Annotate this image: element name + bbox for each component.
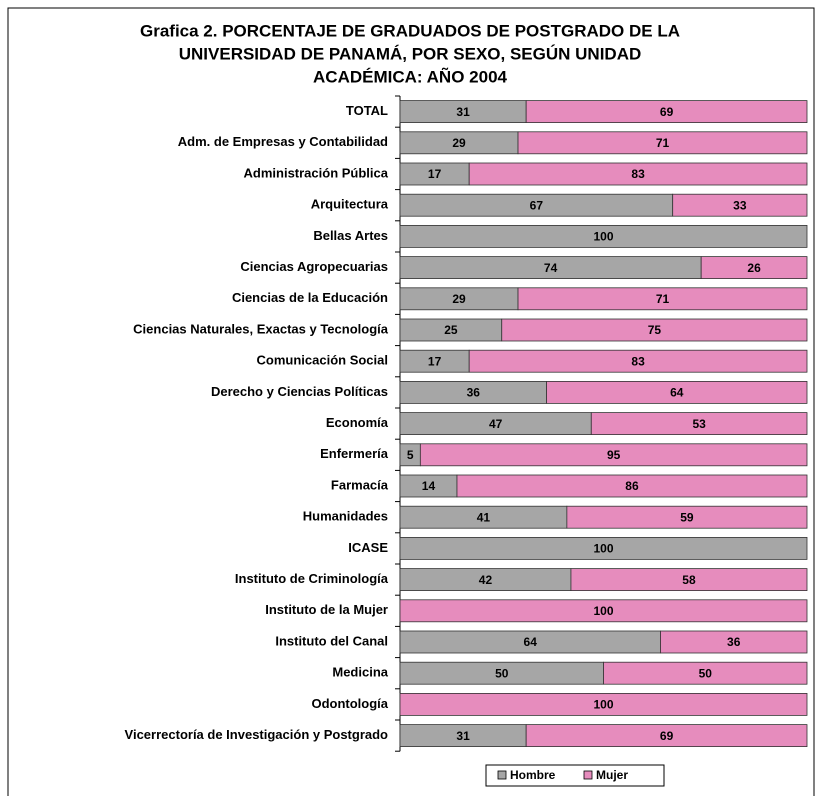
chart-title: UNIVERSIDAD DE PANAMÁ, POR SEXO, SEGÚN U… [179, 44, 642, 63]
y-tick-label: Ciencias de la Educación [232, 290, 388, 305]
data-label: 33 [733, 198, 747, 212]
y-tick-label: Farmacía [331, 477, 389, 492]
bar-segment [399, 537, 808, 560]
y-tick-label: Vicerrectoría de Investigación y Postgra… [125, 727, 389, 742]
data-label: 67 [530, 198, 544, 212]
legend-box [485, 764, 665, 787]
bar-segment [525, 100, 808, 123]
data-label: 36 [727, 635, 741, 649]
data-label: 100 [593, 604, 613, 618]
data-label: 59 [680, 510, 694, 524]
chart-title: Grafica 2. PORCENTAJE DE GRADUADOS DE PO… [140, 21, 680, 40]
data-label: 42 [479, 573, 493, 587]
y-tick-label: TOTAL [346, 103, 388, 118]
bar-segment [399, 224, 808, 248]
bar-segment [570, 568, 808, 591]
data-label: 29 [452, 136, 466, 150]
bar-segment [700, 256, 808, 280]
data-label: 29 [452, 292, 466, 306]
data-label: 71 [656, 292, 670, 306]
data-label: 14 [422, 479, 436, 493]
data-label: 100 [593, 542, 613, 556]
bar-segment [456, 474, 808, 498]
y-tick-label: Humanidades [303, 509, 388, 524]
data-label: 31 [456, 105, 470, 119]
data-label: 71 [656, 136, 670, 150]
y-tick-label: Administración Pública [244, 165, 389, 180]
bar-segment [399, 599, 808, 623]
y-tick-label: Derecho y Ciencias Políticas [211, 384, 388, 399]
data-label: 36 [467, 386, 481, 400]
data-label: 50 [495, 666, 509, 680]
bar-segment [399, 693, 808, 716]
data-label: 83 [631, 354, 645, 368]
y-tick-label: Ciencias Naturales, Exactas y Tecnología [133, 321, 389, 336]
data-label: 50 [699, 666, 713, 680]
y-tick-label: Enfermería [320, 446, 389, 461]
data-label: 83 [631, 167, 645, 181]
y-tick-label: Bellas Artes [313, 228, 388, 243]
data-label: 100 [593, 230, 613, 244]
bar-segment [525, 724, 808, 747]
bar-segment [660, 630, 808, 654]
data-label: 69 [660, 729, 674, 743]
bar-segment [566, 505, 808, 529]
data-label: 47 [489, 417, 503, 431]
bar-segment [517, 131, 808, 155]
data-label: 17 [428, 167, 442, 181]
data-label: 95 [607, 448, 621, 462]
bar-segment [546, 380, 808, 404]
y-tick-label: Odontología [311, 696, 388, 711]
chart-title: ACADÉMICA: AÑO 2004 [313, 66, 508, 86]
bar-segment [603, 661, 808, 685]
y-tick-label: Instituto del Canal [275, 633, 388, 648]
data-label: 53 [692, 417, 706, 431]
data-label: 26 [747, 261, 761, 275]
data-label: 31 [456, 729, 470, 743]
data-label: 74 [544, 261, 558, 275]
bar-segment [672, 193, 808, 217]
data-label: 64 [524, 635, 538, 649]
data-label: 69 [660, 105, 674, 119]
y-tick-label: Comunicación Social [257, 353, 388, 368]
data-label: 17 [428, 354, 442, 368]
bar-segment [590, 412, 808, 436]
bar-segment [501, 318, 808, 342]
y-tick-label: Ciencias Agropecuarias [240, 259, 388, 274]
data-label: 64 [670, 386, 684, 400]
bar-segment [419, 443, 808, 467]
y-tick-label: Economía [326, 415, 389, 430]
data-label: 86 [625, 479, 639, 493]
y-tick-label: Instituto de la Mujer [265, 602, 388, 617]
bar-segment [468, 349, 808, 373]
legend-label: Hombre [510, 768, 556, 782]
bar-segment [517, 287, 808, 311]
y-tick-label: Arquitectura [311, 197, 389, 212]
y-tick-label: Instituto de Criminología [235, 571, 389, 586]
data-label: 58 [682, 573, 696, 587]
y-tick-label: Adm. de Empresas y Contabilidad [178, 134, 388, 149]
legend-label: Mujer [596, 768, 628, 782]
data-label: 41 [477, 510, 491, 524]
data-label: 25 [444, 323, 458, 337]
y-tick-label: Medicina [332, 665, 388, 680]
data-label: 100 [593, 698, 613, 712]
bar-segment [468, 162, 808, 186]
y-tick-label: ICASE [348, 540, 388, 555]
data-label: 75 [648, 323, 662, 337]
legend-swatch [497, 770, 507, 780]
data-label: 5 [407, 448, 414, 462]
legend-swatch [583, 770, 593, 780]
